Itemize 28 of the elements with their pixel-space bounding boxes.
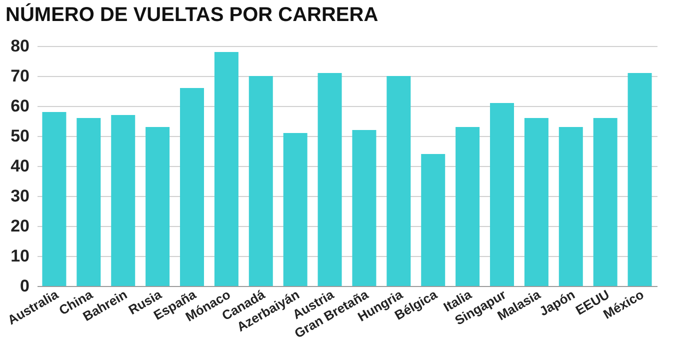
bar: [490, 103, 514, 286]
bar: [352, 130, 376, 286]
bar: [628, 73, 652, 286]
bar: [456, 127, 480, 286]
y-tick-label: 30: [10, 186, 30, 206]
bar: [593, 118, 618, 286]
bar: [318, 73, 342, 286]
bar: [248, 76, 273, 286]
bar: [386, 76, 411, 286]
bar: [42, 112, 66, 286]
y-tick-label: 20: [10, 216, 30, 236]
y-tick-label: 40: [10, 156, 30, 176]
bar: [180, 88, 204, 286]
bar: [421, 154, 446, 286]
y-tick-label: 60: [10, 96, 30, 116]
bar: [283, 133, 308, 286]
y-tick-label: 80: [10, 36, 30, 56]
bar: [146, 127, 170, 286]
chart-title: NÚMERO DE VUELTAS POR CARRERA: [6, 3, 378, 26]
bar: [76, 118, 101, 286]
bar: [214, 52, 238, 286]
bar: [111, 115, 136, 286]
bar: [524, 118, 548, 286]
y-tick-label: 0: [20, 276, 30, 296]
y-tick-label: 70: [10, 66, 30, 86]
y-tick-label: 10: [10, 246, 30, 266]
bar: [558, 127, 583, 286]
y-tick-label: 50: [10, 126, 30, 146]
